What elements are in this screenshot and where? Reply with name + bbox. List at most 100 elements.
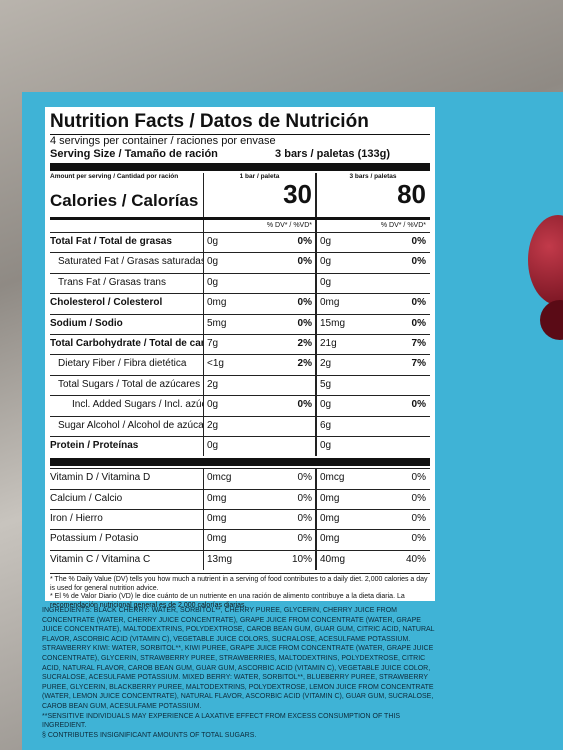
amount: 0mg	[203, 294, 263, 314]
amount: 0g	[315, 233, 377, 253]
dv-header: % DV* / %VD*	[315, 220, 429, 232]
daily-value: 2%	[297, 337, 312, 349]
amount: 0g	[203, 233, 263, 253]
serving-size-label: Serving Size / Tamaño de ración	[50, 148, 218, 160]
amount: 6g	[315, 416, 377, 436]
warning: **SENSITIVE INDIVIDUALS MAY EXPERIENCE A…	[42, 712, 400, 730]
amount: 0g	[203, 436, 263, 457]
daily-value	[263, 274, 315, 293]
calories-cell: Amount per serving / Cantidad por ración…	[50, 173, 203, 217]
amount: 2g	[203, 375, 263, 396]
ingredients: INGREDIENTS: BLACK CHERRY: WATER, SORBIT…	[42, 607, 435, 710]
nutrient-row: Saturated Fat / Grasas saturadas 0g 0% 0g 0%	[50, 252, 430, 273]
daily-value	[377, 274, 429, 293]
daily-value: 0%	[411, 256, 426, 268]
daily-value	[377, 437, 429, 456]
amount: 13mg	[203, 550, 263, 571]
daily-value: 0%	[297, 472, 312, 484]
nutrient-name: Total Sugars / Total de azúcares	[58, 378, 201, 390]
amount: 0mg	[315, 530, 377, 550]
daily-value: 0%	[411, 472, 426, 484]
column-header: 3 bars / paletas	[349, 173, 397, 180]
nutrient-row: Calcium / Calcio 0mg 0% 0mg 0%	[50, 488, 430, 510]
nutrient-rows: Total Fat / Total de grasas 0g 0% 0g 0% Satur…	[50, 232, 430, 457]
daily-value: 0%	[411, 297, 426, 309]
nutrient-name: Incl. Added Sugars / Incl. azúcares agre…	[72, 399, 203, 411]
label-title: Nutrition Facts / Datos de Nutrición	[50, 110, 430, 135]
calories-label: Calories / Calorías	[50, 191, 199, 210]
daily-value	[377, 417, 429, 436]
daily-value: 2%	[297, 358, 312, 370]
daily-value: 0%	[411, 513, 426, 525]
amount: 0mg	[315, 489, 377, 510]
daily-value: 0%	[411, 492, 426, 504]
daily-value: 7%	[411, 358, 426, 370]
daily-value: 0%	[411, 317, 426, 329]
amount: 7g	[203, 334, 263, 355]
daily-value: 0%	[411, 533, 426, 545]
nutrient-name: Vitamin D / Vitamina D	[50, 472, 151, 484]
footnotes: * The % Daily Value (DV) tells you how m…	[50, 573, 430, 610]
amount: 0mg	[203, 489, 263, 510]
nutrient-row: Iron / Hierro 0mg 0% 0mg 0%	[50, 509, 430, 530]
daily-value: 7%	[411, 337, 426, 349]
cell	[50, 220, 203, 232]
nutrient-name: Potassium / Potasio	[50, 533, 139, 545]
daily-value: 0%	[297, 492, 312, 504]
daily-value: 0%	[297, 399, 312, 411]
daily-value: 10%	[291, 553, 312, 565]
calories-value: 80	[397, 179, 426, 209]
daily-value	[263, 376, 315, 395]
amount: 0mg	[203, 530, 263, 550]
nutrient-name: Vitamin C / Vitamina C	[50, 553, 151, 565]
nutrient-name: Dietary Fiber / Fibra dietética	[58, 358, 187, 370]
amount: 0g	[203, 396, 263, 416]
rule	[50, 458, 430, 467]
nutrient-name: Cholesterol / Colesterol	[50, 297, 163, 309]
daily-value	[377, 376, 429, 395]
amount: 0g	[315, 396, 377, 416]
daily-value: 0%	[297, 256, 312, 268]
daily-value: 0%	[297, 513, 312, 525]
column-header: 1 bar / paleta	[239, 173, 280, 180]
warnings: **SENSITIVE INDIVIDUALS MAY EXPERIENCE A…	[42, 712, 442, 741]
nutrient-name: Total Fat / Total de grasas	[50, 236, 172, 247]
daily-value: 0%	[297, 317, 312, 329]
nutrient-row: Cholesterol / Colesterol 0mg 0% 0mg 0%	[50, 293, 430, 314]
nutrient-row: Vitamin C / Vitamina C 13mg 10% 40mg 40%	[50, 549, 430, 571]
amount: 0g	[315, 273, 377, 294]
daily-value: 0%	[411, 399, 426, 411]
nutrient-row: Trans Fat / Grasas trans 0g 0g	[50, 272, 430, 294]
nutrient-name: Saturated Fat / Grasas saturadas	[58, 256, 203, 268]
amount: 21g	[315, 334, 377, 355]
amount: 0g	[315, 253, 377, 273]
amount: 0mcg	[315, 469, 377, 489]
nutrient-row: Sugar Alcohol / Alcohol de azúcar 2g 6g	[50, 415, 430, 436]
amount: 2g	[315, 355, 377, 375]
servings: 4 servings per container / raciones por …	[50, 135, 276, 147]
daily-value	[263, 417, 315, 436]
dv-header: % DV* / %VD*	[203, 220, 315, 232]
amount: <1g	[203, 355, 263, 375]
nutrient-row: Sodium / Sodio 5mg 0% 15mg 0%	[50, 313, 430, 334]
nutrient-name: Sodium / Sodio	[50, 317, 123, 329]
rule	[50, 163, 430, 171]
nutrient-row: Vitamin D / Vitamina D 0mcg 0% 0mcg 0%	[50, 468, 430, 489]
amount: 0g	[203, 273, 263, 294]
daily-value: 0%	[297, 236, 312, 247]
amount: 2g	[203, 416, 263, 436]
column-head: 3 bars / paletas 80	[315, 173, 429, 217]
warning: § CONTRIBUTES INSIGNIFICANT AMOUNTS OF T…	[42, 731, 257, 739]
calories-value: 30	[283, 179, 312, 209]
nutrient-row: Total Sugars / Total de azúcares 2g 5g	[50, 374, 430, 396]
nutrient-name: Calcium / Calcio	[50, 492, 123, 504]
amount: 0mcg	[203, 469, 263, 489]
daily-value	[263, 437, 315, 456]
amount: 0g	[203, 253, 263, 273]
amount: 5mg	[203, 314, 263, 334]
cherry-image	[540, 300, 563, 340]
amount: 5g	[315, 375, 377, 396]
amount: 0mg	[315, 294, 377, 314]
serving-size-value: 3 bars / paletas (133g)	[275, 148, 390, 160]
